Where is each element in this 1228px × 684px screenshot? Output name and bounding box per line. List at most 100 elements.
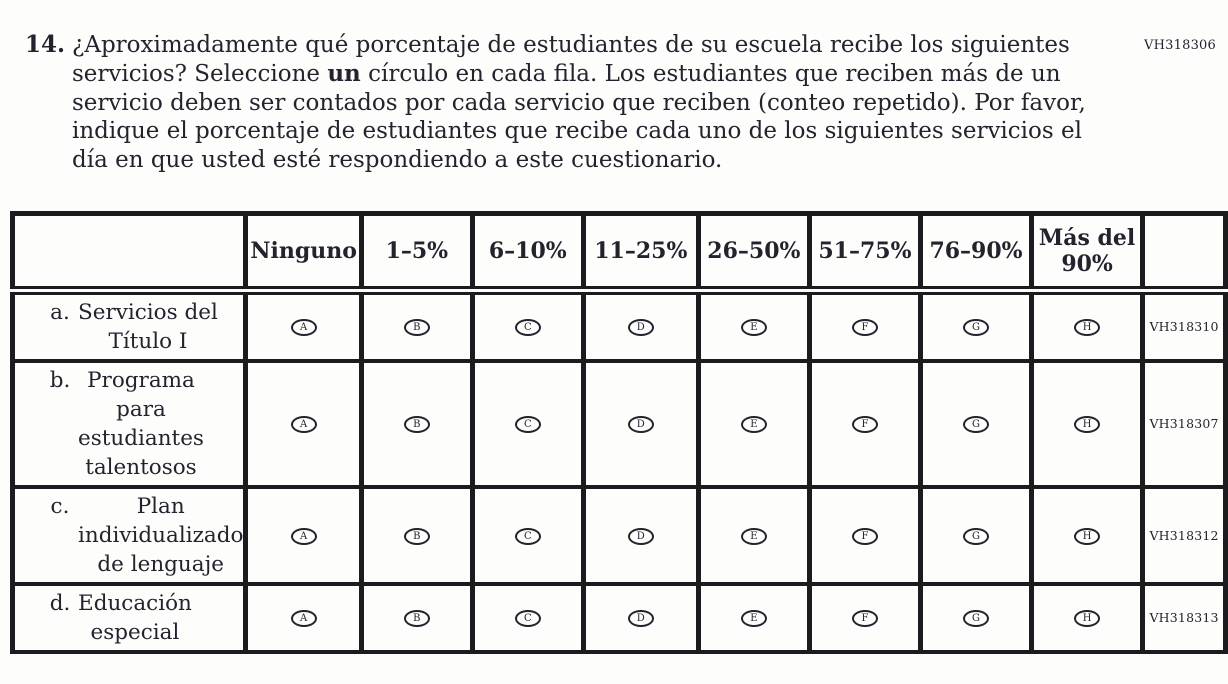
option-cell: B (358, 581, 475, 654)
header-empty-cell (9, 210, 249, 295)
option-bubble-h[interactable]: H (1074, 416, 1101, 434)
row-code: VH318307 (1140, 358, 1228, 489)
option-bubble-g[interactable]: G (963, 527, 989, 545)
question-line: indique el porcentaje de estudiantes que… (72, 118, 1082, 145)
option-bubble-h[interactable]: H (1074, 610, 1101, 628)
option-cell: C (469, 288, 586, 363)
option-bubble-c[interactable]: C (514, 527, 541, 545)
question-bold-word: un (327, 59, 361, 87)
option-bubble-g[interactable]: G (963, 416, 989, 434)
option-bubble-e[interactable]: E (740, 610, 767, 628)
option-bubble-a[interactable]: A (290, 319, 317, 337)
option-cell: A (243, 288, 364, 363)
option-cell: G (917, 288, 1035, 363)
option-bubble-e[interactable]: E (740, 527, 767, 545)
option-cell: C (469, 581, 586, 654)
option-bubble-e[interactable]: E (740, 416, 767, 434)
question-number: 14. (25, 31, 66, 58)
option-cell: G (917, 358, 1035, 489)
form-id-code: VH318306 (1144, 38, 1216, 53)
option-bubble-c[interactable]: C (514, 416, 541, 434)
option-cell: A (243, 484, 364, 586)
option-cell: B (358, 358, 475, 489)
option-bubble-a[interactable]: A (290, 610, 317, 628)
row-code: VH318312 (1140, 484, 1228, 586)
row-label-letter: d. (49, 590, 71, 616)
row-code: VH318313 (1140, 581, 1228, 654)
header-row: Ninguno 1–5% 6–10% 11–25% 26–50% 51–75% … (9, 210, 1228, 295)
column-header-51-75: 51–75% (806, 210, 923, 295)
row-label-cell: b. Programa para estudiantes talentosos (9, 358, 249, 489)
option-cell: G (917, 484, 1035, 586)
option-bubble-e[interactable]: E (740, 319, 767, 337)
option-cell: A (243, 581, 364, 654)
row-label-text: Servicios del Título I (78, 299, 218, 354)
question-line: día en que usted esté respondiendo a est… (72, 147, 723, 174)
option-bubble-d[interactable]: D (627, 416, 654, 434)
question-line: ¿Aproximadamente qué porcentaje de estud… (72, 32, 1070, 58)
option-bubble-d[interactable]: D (627, 527, 654, 545)
row-code: VH318310 (1140, 288, 1228, 363)
option-cell: D (580, 288, 701, 363)
option-bubble-h[interactable]: H (1074, 527, 1101, 545)
question-line: servicio deben ser contados por cada ser… (72, 89, 1086, 116)
header-code-cell (1140, 210, 1228, 295)
option-cell: F (806, 484, 923, 586)
column-header-1-5: 1–5% (358, 210, 475, 295)
option-cell: F (806, 288, 923, 363)
table-row-a: a. Servicios del Título I A B C D E F G … (9, 288, 1228, 363)
option-bubble-c[interactable]: C (514, 610, 541, 628)
row-label-letter: a. (50, 299, 70, 325)
column-header-11-25: 11–25% (580, 210, 701, 295)
option-bubble-d[interactable]: D (627, 319, 654, 337)
option-cell: C (469, 484, 586, 586)
option-cell: G (917, 581, 1035, 654)
question-line-segment: servicios? Seleccione (72, 60, 328, 87)
column-header-6-10: 6–10% (469, 210, 586, 295)
row-label-letter: c. (50, 493, 70, 519)
option-bubble-h[interactable]: H (1074, 319, 1101, 337)
option-bubble-a[interactable]: A (290, 416, 317, 434)
option-bubble-g[interactable]: G (963, 610, 989, 628)
option-bubble-b[interactable]: B (403, 319, 430, 337)
table-row-c: c. Plan individualizado de lenguaje A B … (9, 484, 1228, 586)
option-cell: A (243, 358, 364, 489)
option-cell: B (358, 288, 475, 363)
question-line-segment: círculo en cada fila. Los estudiantes qu… (360, 60, 1061, 87)
option-bubble-b[interactable]: B (403, 416, 430, 434)
row-label-cell: d. Educación especial (9, 581, 249, 654)
option-bubble-f[interactable]: F (851, 527, 878, 545)
option-bubble-f[interactable]: F (851, 416, 878, 434)
question-block: 14. ¿Aproximadamente qué porcentaje de e… (25, 31, 1228, 175)
option-cell: B (358, 484, 475, 586)
option-cell: H (1029, 358, 1146, 489)
option-bubble-f[interactable]: F (851, 319, 878, 337)
option-cell: H (1029, 288, 1146, 363)
row-label-letter: b. (49, 367, 71, 393)
option-cell: E (695, 484, 812, 586)
option-bubble-c[interactable]: C (514, 319, 541, 337)
option-cell: E (695, 358, 812, 489)
column-header-label: Más del 90% (1038, 224, 1136, 277)
option-cell: D (580, 581, 701, 654)
column-header-26-50: 26–50% (695, 210, 812, 295)
option-bubble-g[interactable]: G (963, 319, 989, 337)
option-cell: C (469, 358, 586, 489)
option-cell: F (806, 581, 923, 654)
row-label-cell: c. Plan individualizado de lenguaje (9, 484, 249, 586)
question-line: servicios? Seleccione un círculo en cada… (72, 60, 1122, 89)
row-label-text: Programa para estudiantes talentosos (78, 367, 204, 480)
option-bubble-d[interactable]: D (627, 610, 654, 628)
option-bubble-b[interactable]: B (403, 527, 430, 545)
response-table: Ninguno 1–5% 6–10% 11–25% 26–50% 51–75% … (9, 210, 1228, 654)
option-cell: E (695, 581, 812, 654)
row-label-text: Educación especial (78, 590, 192, 645)
option-bubble-a[interactable]: A (290, 527, 317, 545)
row-label-cell: a. Servicios del Título I (9, 288, 249, 363)
column-header-mas-del-90: Más del 90% (1029, 210, 1146, 295)
option-cell: H (1029, 484, 1146, 586)
option-cell: H (1029, 581, 1146, 654)
option-cell: F (806, 358, 923, 489)
option-bubble-f[interactable]: F (851, 610, 878, 628)
option-bubble-b[interactable]: B (403, 610, 430, 628)
